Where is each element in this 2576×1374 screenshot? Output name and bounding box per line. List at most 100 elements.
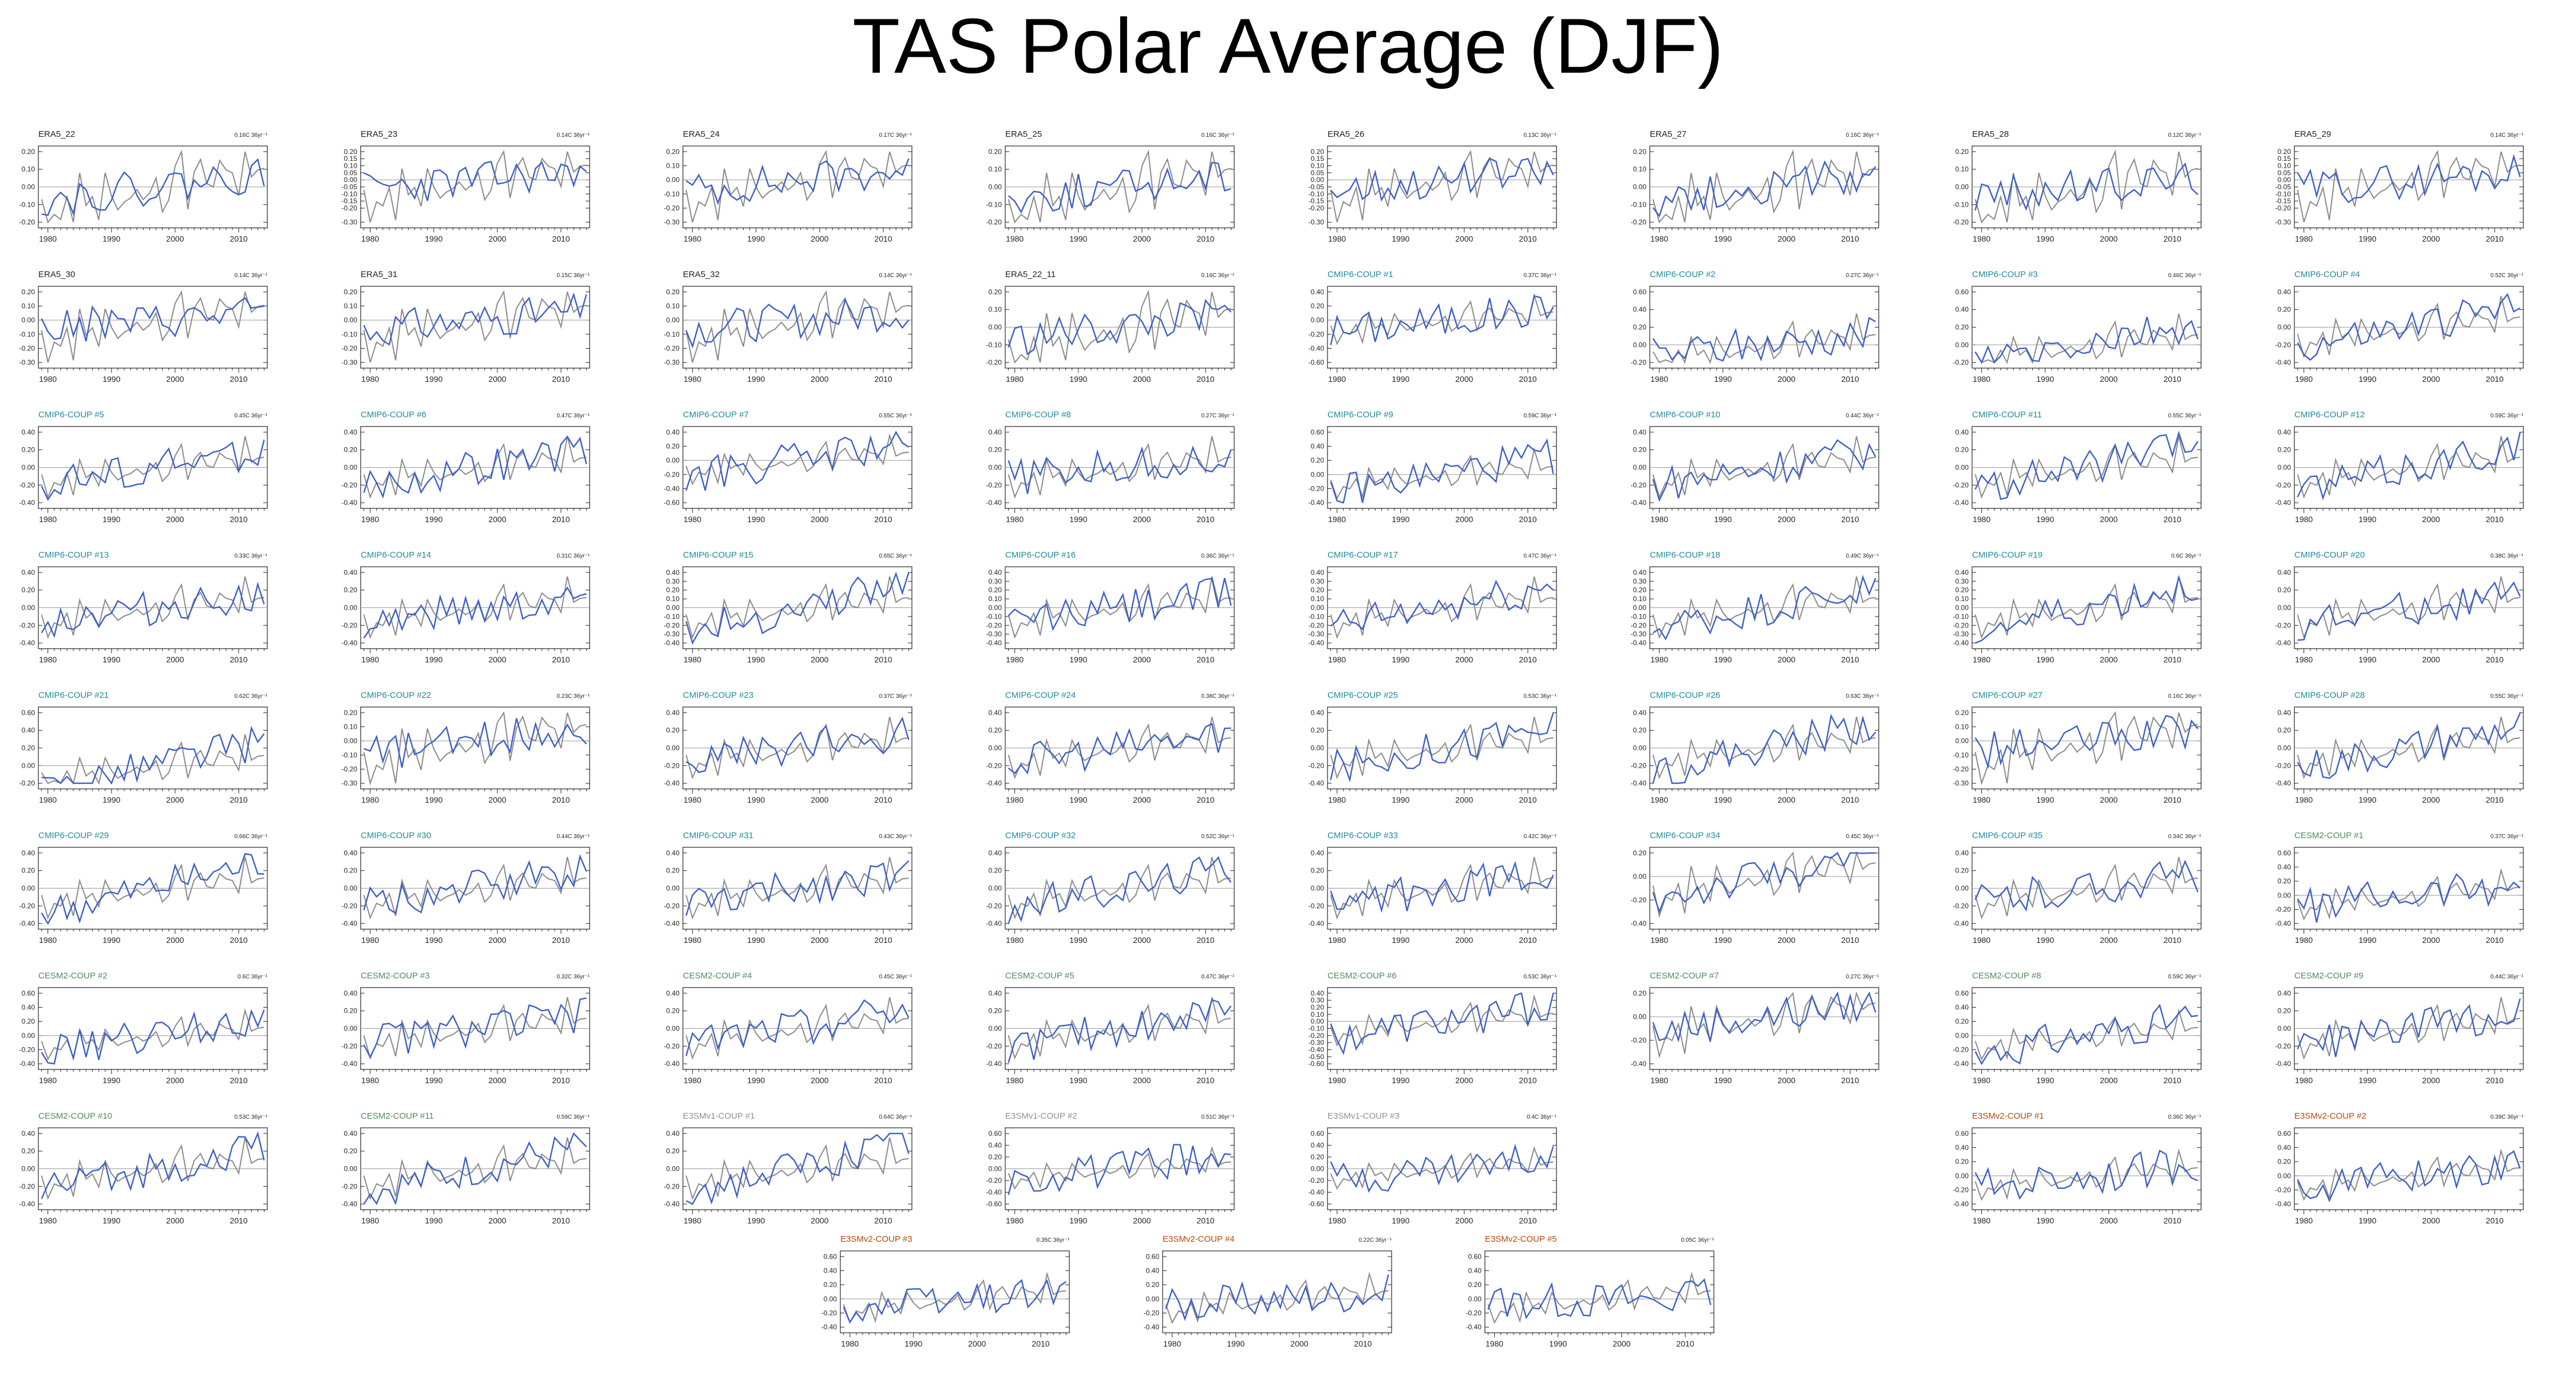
panel: CMIP6-COUP #30 0.44C 36yr⁻¹ 0.40 0.20 0.00 -0… <box>342 831 590 945</box>
reference-series-line <box>1330 1146 1554 1190</box>
y-tick-label: 0.00 <box>22 604 35 612</box>
y-tick-label: 0.00 <box>666 1025 680 1033</box>
panel-trend: 0.12C 36yr⁻¹ <box>2168 132 2201 139</box>
y-tick-label: 0.10 <box>344 723 358 731</box>
panel: E3SMv2-COUP #4 0.22C 36yr⁻¹ 0.60 0.40 0.20 0.… <box>1144 1234 1392 1348</box>
panel-trend: 0.63C 36yr⁻¹ <box>1846 693 1879 700</box>
panel-trend: 0.46C 36yr⁻¹ <box>2168 273 2201 279</box>
y-tick-label: 0.00 <box>1633 872 1647 881</box>
reference-series-line <box>1008 856 1231 920</box>
y-tick-label: 0.00 <box>1311 1165 1325 1173</box>
y-tick-label: 0.00 <box>989 885 1002 893</box>
y-tick-label: -0.20 <box>986 218 1002 226</box>
x-tick-label: 2010 <box>1196 795 1214 804</box>
reference-series-line <box>1008 997 1231 1060</box>
x-tick-label: 1990 <box>747 234 765 243</box>
y-tick-label: -0.40 <box>1631 779 1647 787</box>
panel-frame <box>1649 987 1879 1070</box>
y-tick-label: 0.00 <box>989 1165 1002 1173</box>
x-tick-label: 1980 <box>1328 1076 1346 1085</box>
x-tick-label: 2010 <box>552 795 570 804</box>
x-tick-label: 2000 <box>2422 935 2440 945</box>
panel-trend: 0.16C 36yr⁻¹ <box>234 132 267 139</box>
y-tick-label: 0.40 <box>1633 306 1647 314</box>
x-tick-label: 2010 <box>874 935 892 945</box>
reference-series-line <box>1974 313 2198 364</box>
y-tick-label: 0.00 <box>2278 891 2291 899</box>
y-tick-label: 0.10 <box>666 162 680 170</box>
y-tick-label: 0.20 <box>1633 148 1647 156</box>
y-tick-label: -0.05 <box>342 183 358 191</box>
x-tick-label: 2010 <box>1354 1339 1372 1348</box>
x-tick-label: 1980 <box>1973 1076 1990 1085</box>
panel-label: CESM2-COUP #1 <box>2294 831 2364 840</box>
x-tick-label: 1990 <box>1714 1076 1732 1085</box>
y-tick-label: -0.20 <box>664 621 680 629</box>
panel-trend: 0.44C 36yr⁻¹ <box>2490 974 2523 980</box>
y-tick-label: 0.20 <box>344 1007 358 1015</box>
panel-trend: 0.49C 36yr⁻¹ <box>1846 553 1879 559</box>
y-tick-label: -0.20 <box>19 779 35 787</box>
y-tick-label: -0.20 <box>342 344 358 352</box>
y-tick-label: 0.20 <box>989 446 1002 454</box>
x-tick-label: 1990 <box>425 374 442 384</box>
y-tick-label: -0.20 <box>664 761 680 769</box>
y-tick-label: 0.40 <box>1955 306 1969 314</box>
panel-label: ERA5_31 <box>361 270 397 279</box>
y-tick-label: -0.30 <box>1309 1039 1325 1047</box>
panel-label: CMIP6-COUP #1 <box>1327 270 1393 279</box>
panel: CMIP6-COUP #28 0.55C 36yr⁻¹ 0.40 0.20 0.00 -0… <box>2275 690 2524 804</box>
x-tick-label: 2010 <box>1196 1216 1214 1225</box>
model-series-line <box>41 725 265 785</box>
x-tick-label: 1990 <box>2036 234 2054 243</box>
panel-label: CESM2-COUP #8 <box>1972 971 2041 981</box>
y-tick-label: -0.20 <box>1631 218 1647 226</box>
y-tick-label: -0.40 <box>342 1200 358 1208</box>
panel-trend: 0.59C 36yr⁻¹ <box>556 1114 590 1120</box>
x-tick-label: 1990 <box>2036 1216 2054 1225</box>
x-tick-label: 1980 <box>1163 1339 1181 1348</box>
x-tick-label: 2010 <box>2163 935 2181 945</box>
panel-trend: 0.35C 36yr⁻¹ <box>1036 1237 1069 1243</box>
x-tick-label: 1980 <box>841 1339 859 1348</box>
y-tick-label: 0.60 <box>989 1130 1002 1138</box>
panel-label: CMIP6-COUP #34 <box>1650 831 1720 840</box>
y-tick-label: -0.40 <box>2275 639 2291 647</box>
y-tick-label: -0.40 <box>342 499 358 507</box>
y-tick-label: 0.40 <box>666 709 680 717</box>
x-tick-label: 2010 <box>230 374 247 384</box>
panel-frame <box>682 145 912 228</box>
y-tick-label: 0.40 <box>344 428 358 436</box>
y-tick-label: -0.40 <box>664 779 680 787</box>
panel-label: CMIP6-COUP #7 <box>683 410 749 420</box>
y-tick-label: -0.10 <box>986 341 1002 349</box>
reference-series-line <box>685 997 909 1060</box>
y-tick-label: 0.60 <box>1311 428 1325 436</box>
panel-trend: 0.37C 36yr⁻¹ <box>879 693 912 700</box>
reference-series-line <box>1008 716 1231 780</box>
panel-trend: 0.65C 36yr⁻¹ <box>879 553 912 559</box>
x-tick-label: 1980 <box>39 655 57 664</box>
y-tick-label: 0.00 <box>989 744 1002 752</box>
x-tick-label: 2000 <box>488 374 506 384</box>
y-tick-label: -0.05 <box>1309 183 1325 191</box>
panel-label: CMIP6-COUP #4 <box>2294 270 2360 279</box>
panel-label: CESM2-COUP #10 <box>38 1111 112 1121</box>
x-tick-label: 1990 <box>2036 795 2054 804</box>
panel-trend: 0.27C 36yr⁻¹ <box>1201 413 1234 419</box>
panel-trend: 0.52C 36yr⁻¹ <box>2490 273 2523 279</box>
x-tick-label: 1980 <box>1973 515 1990 524</box>
x-tick-label: 1980 <box>1973 234 1990 243</box>
y-tick-label: -0.20 <box>19 1182 35 1190</box>
y-tick-label: -0.20 <box>1631 761 1647 769</box>
y-tick-label: 0.00 <box>1311 176 1325 184</box>
reference-series-line <box>1652 436 1876 499</box>
x-tick-label: 1990 <box>1392 655 1409 664</box>
y-tick-label: 0.10 <box>1633 595 1647 603</box>
y-tick-label: -0.10 <box>19 200 35 208</box>
y-tick-label: -0.60 <box>1309 358 1325 366</box>
y-tick-label: -0.10 <box>1631 613 1647 621</box>
y-tick-label: -0.20 <box>1466 1309 1482 1317</box>
y-tick-label: 0.40 <box>1311 849 1325 857</box>
panel: CMIP6-COUP #35 0.34C 36yr⁻¹ 0.40 0.20 0.00 -0… <box>1953 831 2202 945</box>
